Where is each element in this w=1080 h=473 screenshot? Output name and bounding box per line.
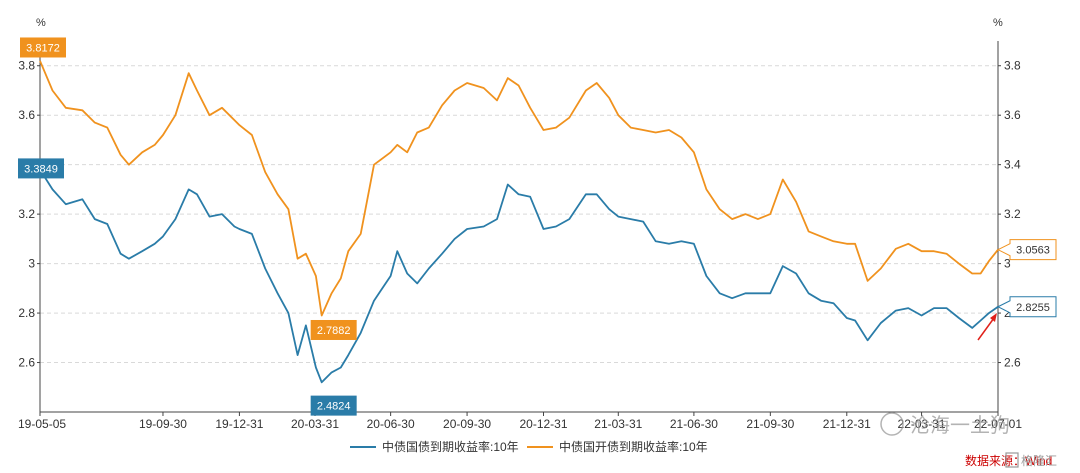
x-tick-label: 19-05-05 — [18, 417, 66, 431]
callout-label: 2.7882 — [317, 325, 351, 337]
x-tick-label: 21-09-30 — [746, 417, 794, 431]
y-tick-label-left: 3.2 — [18, 207, 35, 221]
y-tick-label-left: 3.6 — [18, 108, 35, 122]
y-tick-label-left: 2.8 — [18, 306, 35, 320]
callout-box — [18, 158, 64, 179]
y-tick-label-right: 3.4 — [1004, 158, 1021, 172]
x-tick-label: 22-07-01 — [974, 417, 1022, 431]
y-tick-label-right: 3.2 — [1004, 207, 1021, 221]
callout: 2.4824 — [310, 395, 357, 416]
watermark-text: 沧海一土狗 — [910, 413, 1010, 437]
callout: 2.7882 — [310, 319, 357, 340]
y-tick-label-left: 2.6 — [18, 356, 35, 370]
callout-label: 3.8172 — [26, 42, 60, 54]
brand-logo: 格隆汇 — [1005, 452, 1057, 468]
grid — [40, 65, 998, 364]
series-lines — [39, 60, 999, 384]
brand-icon — [1005, 452, 1019, 468]
callout-label: 3.3849 — [24, 163, 58, 175]
x-tick-label: 19-09-30 — [139, 417, 187, 431]
brand-text: 格隆汇 — [1021, 453, 1057, 468]
y-tick-label-right: 3 — [1004, 257, 1011, 271]
legend: 中债国债到期收益率:10年 中债国开债到期收益率:10年 — [350, 439, 708, 454]
callouts: 3.8172 3.3849 2.7882 2.4824 3.0563 2.8255 — [18, 37, 1057, 416]
x-tick-label: 21-06-30 — [670, 417, 718, 431]
legend-label-cdb: 中债国开债到期收益率:10年 — [559, 439, 708, 454]
y-tick-label-right: 3.6 — [1004, 108, 1021, 122]
red-arrow-shaft — [977, 317, 995, 341]
x-tick-label: 20-03-31 — [291, 417, 339, 431]
callout-box — [996, 296, 1057, 318]
wechat-icon — [880, 412, 904, 436]
legend-item-cdb-bond: 中债国开债到期收益率:10年 — [527, 439, 708, 454]
source-note: 数据来源：Wind — [965, 453, 1052, 468]
x-tick-label: 21-03-31 — [594, 417, 642, 431]
y-tick-label-right: 2.6 — [1004, 356, 1021, 370]
callout-label: 2.4824 — [317, 401, 351, 413]
y-tick-label-right: 3.8 — [1004, 59, 1021, 73]
x-tick-label: 19-12-31 — [215, 417, 263, 431]
legend-label-gov: 中债国债到期收益率:10年 — [382, 439, 519, 454]
legend-item-gov-bond: 中债国债到期收益率:10年 — [350, 439, 519, 454]
callout-box — [310, 395, 357, 416]
callout-label: 3.0563 — [1016, 245, 1050, 257]
y-tick-label-left: 3 — [28, 257, 35, 271]
x-tick-label: 20-12-31 — [519, 417, 567, 431]
callout: 3.3849 — [18, 158, 64, 179]
left-unit-label: % — [36, 17, 46, 29]
callout-box — [310, 319, 357, 340]
axes: % % — [36, 17, 1003, 413]
tick-labels: 2.62.62.82.8333.23.23.43.43.63.63.83.819… — [18, 59, 1022, 431]
callout: 2.8255 — [996, 296, 1057, 318]
y-tick-label-left: 3.8 — [18, 59, 35, 73]
red-arrow-head — [990, 313, 997, 322]
callout: 3.0563 — [996, 239, 1057, 261]
callout-box — [20, 37, 66, 58]
x-tick-label: 20-06-30 — [367, 417, 415, 431]
x-tick-label: 20-09-30 — [443, 417, 491, 431]
x-tick-label: 21-12-31 — [823, 417, 871, 431]
series-line-cdb-bond — [39, 60, 999, 317]
series-line-gov-bond — [39, 169, 999, 384]
callout-label: 2.8255 — [1016, 302, 1050, 314]
callout: 3.8172 — [20, 37, 66, 58]
callout-box — [996, 239, 1057, 261]
watermark: 沧海一土狗 — [880, 412, 1010, 437]
x-tick-label: 22-03-31 — [898, 417, 946, 431]
right-unit-label: % — [993, 17, 1003, 29]
red-arrow — [977, 313, 997, 341]
